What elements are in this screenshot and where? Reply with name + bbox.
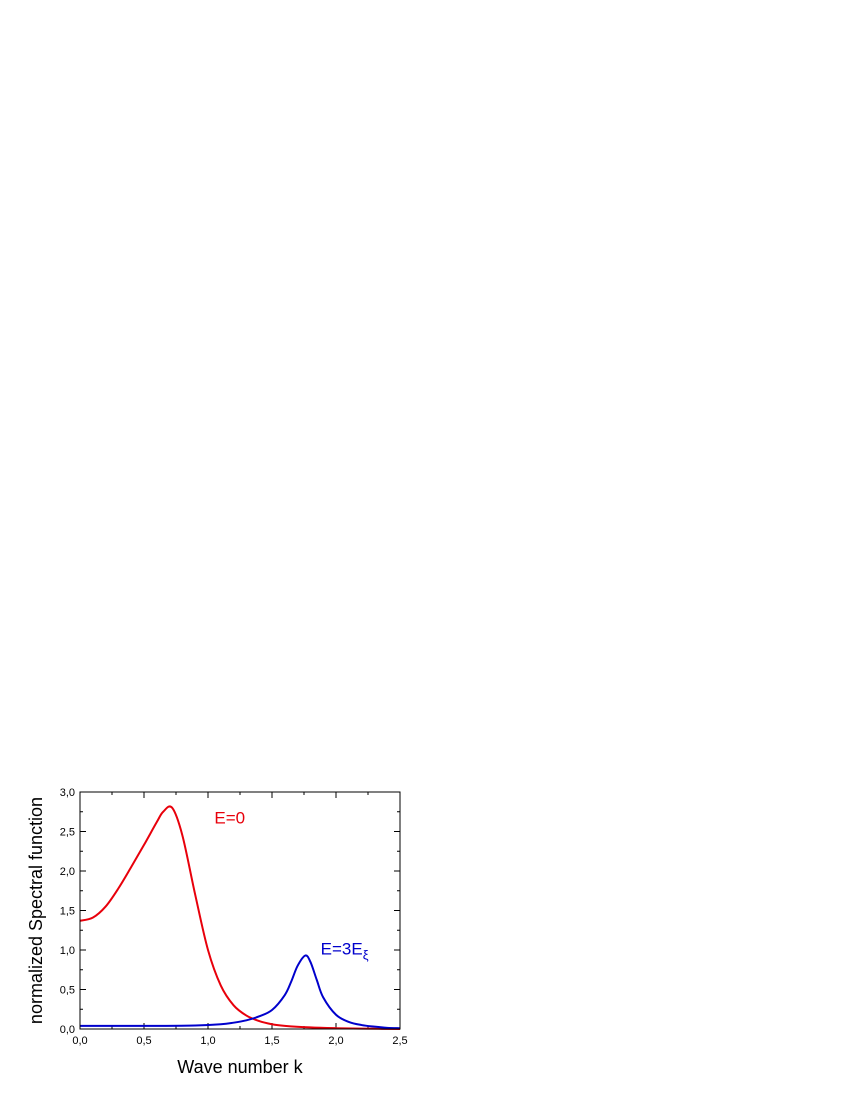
y-tick-label: 0,0 [60, 1024, 75, 1036]
y-tick-label: 1,5 [60, 906, 75, 918]
y-axis-title: normalized Spectral function [26, 797, 46, 1024]
x-axis-title: Wave number k [177, 1057, 303, 1077]
labels-layer: 0,0 0,5 1,0 1,5 2,0 2,5 0,0 0,5 1,0 1,5 2,0 2,5 3,0 [60, 787, 408, 1047]
series-line-e0 [79, 805, 401, 1030]
series-label-e3exi-main: E=3E [321, 940, 363, 959]
series-label-e0: E=0 [214, 809, 245, 828]
x-tick-label: 2,0 [328, 1035, 343, 1047]
x-tick-label: 0,0 [72, 1035, 87, 1047]
y-tick-label: 3,0 [60, 787, 75, 799]
x-tick-label: 1,5 [264, 1035, 279, 1047]
series-label-e3exi: E=3Eξ [321, 940, 369, 963]
series-layer [79, 805, 401, 1030]
y-tick-label: 0,5 [60, 985, 75, 997]
x-tick-label: 1,0 [200, 1035, 215, 1047]
plot-frame [79, 791, 401, 1030]
series-line-e3exi [80, 954, 401, 1030]
x-tick-label: 2,5 [392, 1035, 407, 1047]
series-label-e3exi-subscript: ξ [363, 948, 369, 963]
y-tick-label: 2,0 [60, 866, 75, 878]
y-tick-label: 1,0 [60, 945, 75, 957]
x-tick-label: 0,5 [136, 1035, 151, 1047]
y-tick-label: 2,5 [60, 827, 75, 839]
